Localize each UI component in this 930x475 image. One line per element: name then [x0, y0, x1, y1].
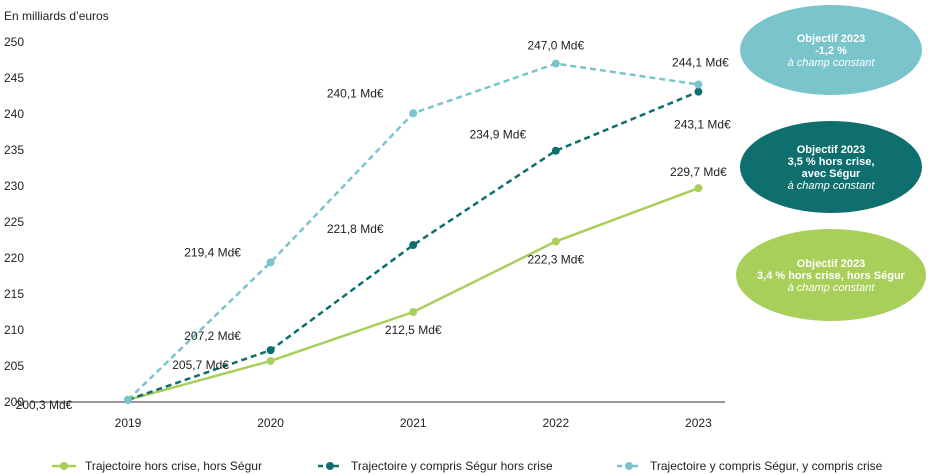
y-axis: 200 205 210 215 220 225 230 235 240 245 250	[4, 35, 24, 409]
y-tick-label: 240	[4, 107, 24, 121]
objective-italic-text: à champ constant	[788, 282, 876, 294]
data-label: 221,8 Md€	[327, 222, 384, 236]
y-tick-label: 205	[4, 359, 24, 373]
y-tick-label: 235	[4, 143, 24, 157]
data-label: 247,0 Md€	[527, 39, 584, 53]
y-tick-label: 250	[4, 35, 24, 49]
data-point	[266, 346, 275, 355]
x-axis: 2019 2020 2021 2022 2023	[115, 416, 712, 430]
objective-text: avec Ségur	[802, 168, 861, 180]
objective-text: -1,2 %	[815, 45, 847, 57]
x-tick-label: 2019	[115, 416, 142, 430]
objectives-panel: Objectif 2023-1,2 %à champ constantObjec…	[736, 5, 926, 321]
objective-italic-text: à champ constant	[788, 180, 876, 192]
legend: Trajectoire hors crise, hors Ségur Trajec…	[52, 459, 883, 473]
legend-label: Trajectoire y compris Ségur, y compris c…	[650, 459, 883, 473]
data-point	[266, 356, 275, 365]
legend-swatch-dot	[625, 462, 633, 470]
data-point	[551, 237, 560, 246]
objective-ellipse	[740, 5, 922, 95]
data-point	[551, 59, 560, 68]
y-tick-label: 200	[4, 395, 24, 409]
legend-label: Trajectoire y compris Ségur hors crise	[351, 459, 553, 473]
objective-italic-text: à champ constant	[788, 57, 876, 69]
data-label: 234,9 Md€	[469, 128, 526, 142]
objective-text: Objectif 2023	[797, 258, 865, 270]
data-point	[409, 109, 418, 118]
data-point	[409, 308, 418, 316]
y-tick-label: 225	[4, 215, 24, 229]
data-label: 207,2 Md€	[184, 329, 241, 343]
x-tick-label: 2020	[257, 416, 284, 430]
y-axis-unit-label: En milliards d’euros	[4, 9, 109, 23]
data-label: 243,1 Md€	[674, 118, 731, 132]
data-point	[409, 241, 418, 250]
objective-text: Objectif 2023	[797, 144, 865, 156]
data-label: 219,4 Md€	[184, 245, 241, 259]
objective-ellipse	[740, 121, 922, 213]
objective-text: Objectif 2023	[797, 33, 865, 45]
data-label: 200,3 Md€	[16, 398, 73, 412]
data-point	[266, 258, 275, 267]
legend-label: Trajectoire hors crise, hors Ségur	[85, 459, 262, 473]
x-tick-label: 2023	[685, 416, 712, 430]
data-point	[124, 395, 132, 404]
y-tick-label: 215	[4, 287, 24, 301]
objective-text: 3,4 % hors crise, hors Ségur	[757, 270, 906, 282]
series-line	[127, 90, 699, 402]
data-point	[694, 184, 703, 193]
data-label: 229,7 Md€	[670, 165, 727, 179]
y-tick-label: 220	[4, 251, 24, 265]
y-tick-label: 230	[4, 179, 24, 193]
objective-ellipse	[736, 229, 926, 321]
data-label: 212,5 Md€	[385, 323, 442, 337]
data-label: 222,3 Md€	[527, 252, 584, 266]
data-label: 244,1 Md€	[672, 55, 729, 69]
data-labels: 200,3 Md€ 205,7 Md€ 212,5 Md€ 222,3 Md€ 229,…	[16, 39, 731, 412]
data-point	[551, 146, 560, 155]
legend-swatch-dot	[326, 462, 334, 470]
series-group	[124, 59, 703, 404]
y-tick-label: 210	[4, 323, 24, 337]
y-tick-label: 245	[4, 71, 24, 85]
data-label: 205,7 Md€	[172, 358, 229, 372]
legend-swatch-dot	[60, 462, 68, 470]
objective-text: 3,5 % hors crise,	[788, 156, 875, 168]
x-tick-label: 2022	[542, 416, 569, 430]
data-point	[694, 80, 703, 89]
objective-badge: Objectif 2023-1,2 %à champ constant	[740, 5, 922, 95]
data-point	[694, 87, 703, 96]
x-tick-label: 2021	[400, 416, 427, 430]
data-label: 240,1 Md€	[327, 86, 384, 100]
